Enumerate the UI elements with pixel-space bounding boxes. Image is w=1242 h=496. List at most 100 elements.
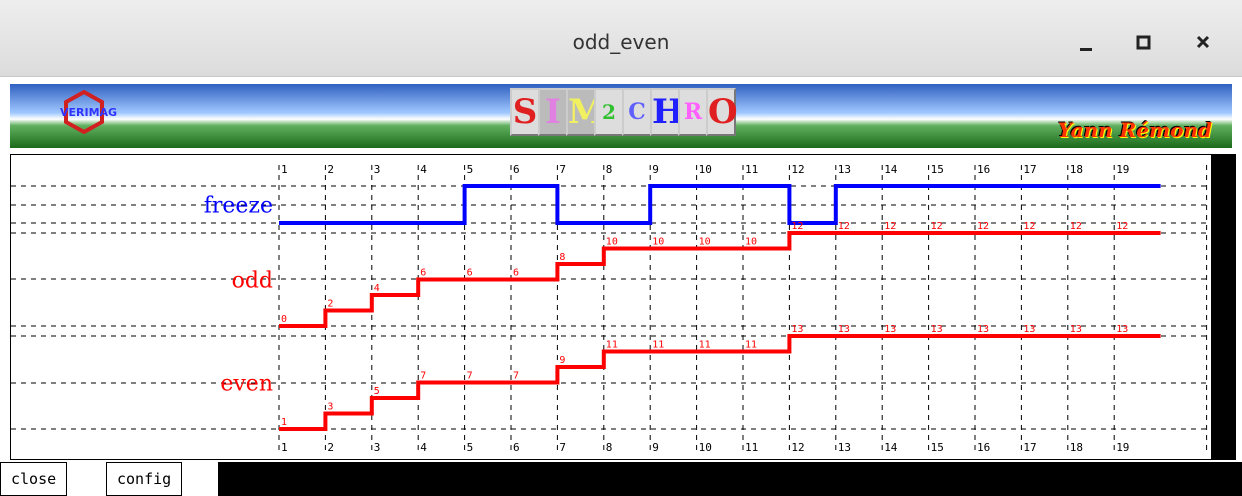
step-label: 19: [1116, 441, 1129, 454]
step-label: 18: [1070, 441, 1083, 454]
value-label: 13: [1116, 324, 1128, 335]
value-label: 12: [931, 221, 943, 232]
step-label: 10: [699, 163, 712, 176]
step-label: 13: [838, 441, 851, 454]
button[interactable]: config: [106, 462, 182, 496]
value-label: 12: [1023, 221, 1035, 232]
step-label: 6: [513, 441, 520, 454]
step-label: 5: [467, 441, 474, 454]
value-label: 12: [838, 221, 850, 232]
step-label: 19: [1116, 163, 1129, 176]
value-label: 10: [745, 237, 757, 248]
step-label: 6: [513, 163, 520, 176]
value-label: 13: [791, 324, 803, 335]
step-label: 10: [699, 441, 712, 454]
value-label: 7: [420, 371, 426, 382]
step-label: 15: [931, 163, 944, 176]
value-label: 10: [652, 237, 664, 248]
value-label: 12: [791, 221, 803, 232]
scrollbar[interactable]: [1211, 155, 1235, 459]
value-label: 2: [327, 299, 333, 310]
step-label: 16: [977, 441, 990, 454]
step-label: 3: [374, 441, 381, 454]
author: Yann Rémond: [1058, 118, 1212, 142]
minimize-button[interactable]: [1080, 48, 1092, 51]
step-label: 17: [1023, 441, 1036, 454]
step-label: 12: [791, 163, 804, 176]
value-label: 13: [884, 324, 896, 335]
step-label: 11: [745, 441, 758, 454]
close-window-button[interactable]: [1198, 37, 1208, 47]
value-label: 7: [513, 371, 519, 382]
value-label: 7: [467, 371, 473, 382]
step-label: 17: [1023, 163, 1036, 176]
step-label: 5: [467, 163, 474, 176]
value-label: 12: [977, 221, 989, 232]
step-label: 8: [606, 441, 613, 454]
value-label: 5: [374, 386, 380, 397]
value-label: 6: [513, 268, 519, 279]
logo-letter: M: [566, 88, 596, 136]
window-title: odd_even: [0, 30, 1242, 54]
signal-name: odd: [232, 269, 273, 294]
value-label: 13: [977, 324, 989, 335]
step-label: 15: [931, 441, 944, 454]
step-label: 8: [606, 163, 613, 176]
value-label: 12: [1116, 221, 1128, 232]
value-label: 11: [606, 340, 618, 351]
step-label: 2: [327, 441, 334, 454]
verimag-text: VERIMAG: [60, 106, 117, 119]
step-label: 7: [559, 441, 566, 454]
value-label: 3: [327, 402, 333, 413]
value-label: 11: [699, 340, 711, 351]
value-label: 12: [884, 221, 896, 232]
logo-letter: S: [510, 88, 540, 136]
step-label: 1: [281, 441, 288, 454]
step-label: 16: [977, 163, 990, 176]
value-label: 8: [559, 252, 565, 263]
step-label: 4: [420, 163, 427, 176]
status-area: [218, 462, 1242, 496]
step-label: 13: [838, 163, 851, 176]
value-label: 4: [374, 283, 380, 294]
value-label: 6: [467, 268, 473, 279]
step-label: 2: [327, 163, 334, 176]
logo-letter: R: [678, 88, 708, 136]
window-controls: [1060, 28, 1230, 58]
signal-name: even: [220, 372, 273, 397]
step-label: 9: [652, 441, 659, 454]
step-label: 18: [1070, 163, 1083, 176]
step-label: 7: [559, 163, 566, 176]
value-label: 12: [1070, 221, 1082, 232]
step-label: 11: [745, 163, 758, 176]
value-label: 11: [652, 340, 664, 351]
step-label: 14: [884, 441, 898, 454]
value-label: 9: [559, 355, 565, 366]
step-label: 9: [652, 163, 659, 176]
maximize-button[interactable]: [1138, 37, 1149, 48]
step-label: 3: [374, 163, 381, 176]
value-label: 10: [699, 237, 711, 248]
value-label: 10: [606, 237, 618, 248]
chronogram: 1122334455667788991010111112121313141415…: [11, 155, 1235, 459]
step-label: 12: [791, 441, 804, 454]
step-label: 14: [884, 163, 898, 176]
value-label: 13: [931, 324, 943, 335]
value-label: 1: [281, 417, 287, 428]
value-label: 13: [1070, 324, 1082, 335]
button[interactable]: close: [0, 462, 67, 496]
logo-letter: C: [622, 88, 652, 136]
logo-letter: O: [706, 88, 736, 136]
value-label: 13: [1023, 324, 1035, 335]
value-label: 11: [745, 340, 757, 351]
step-label: 1: [281, 163, 288, 176]
step-label: 4: [420, 441, 427, 454]
title-bar: odd_even: [0, 0, 1242, 77]
value-label: 0: [281, 314, 287, 325]
value-label: 13: [838, 324, 850, 335]
logo-letter: I: [538, 88, 568, 136]
window: odd_even VERIMAG SIM2CHRO Yann Rémond 11…: [0, 0, 1242, 496]
